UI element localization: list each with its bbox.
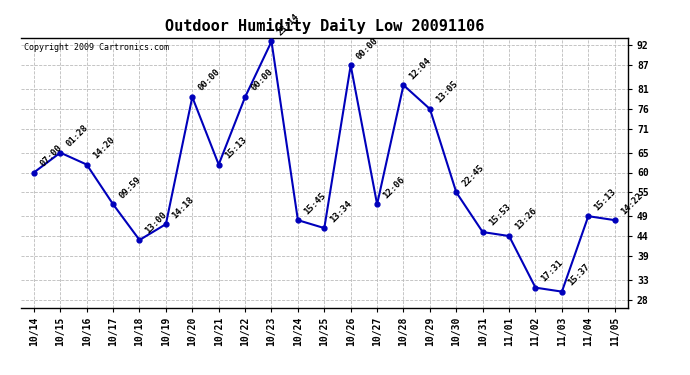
Text: 23:14: 23:14 — [276, 12, 301, 37]
Text: 14:18: 14:18 — [170, 195, 195, 220]
Text: 12:06: 12:06 — [382, 175, 406, 200]
Text: 15:37: 15:37 — [566, 262, 591, 288]
Title: Outdoor Humidity Daily Low 20091106: Outdoor Humidity Daily Low 20091106 — [165, 18, 484, 33]
Text: 00:00: 00:00 — [197, 68, 221, 93]
Text: 00:00: 00:00 — [355, 36, 380, 61]
Text: 15:13: 15:13 — [223, 135, 248, 160]
Text: 13:26: 13:26 — [513, 207, 539, 232]
Text: 14:22: 14:22 — [619, 190, 644, 216]
Text: 15:45: 15:45 — [302, 190, 328, 216]
Text: 15:53: 15:53 — [487, 202, 512, 228]
Text: 15:13: 15:13 — [593, 187, 618, 212]
Text: 17:31: 17:31 — [540, 258, 565, 284]
Text: 13:05: 13:05 — [434, 80, 460, 105]
Text: 14:20: 14:20 — [91, 135, 116, 160]
Text: 13:00: 13:00 — [144, 210, 169, 236]
Text: Copyright 2009 Cartronics.com: Copyright 2009 Cartronics.com — [23, 43, 169, 52]
Text: 01:28: 01:28 — [64, 123, 90, 148]
Text: 22:45: 22:45 — [460, 163, 486, 188]
Text: 09:59: 09:59 — [117, 175, 143, 200]
Text: 00:00: 00:00 — [249, 68, 275, 93]
Text: 12:04: 12:04 — [408, 56, 433, 81]
Text: 07:00: 07:00 — [38, 143, 63, 168]
Text: 13:34: 13:34 — [328, 198, 354, 224]
